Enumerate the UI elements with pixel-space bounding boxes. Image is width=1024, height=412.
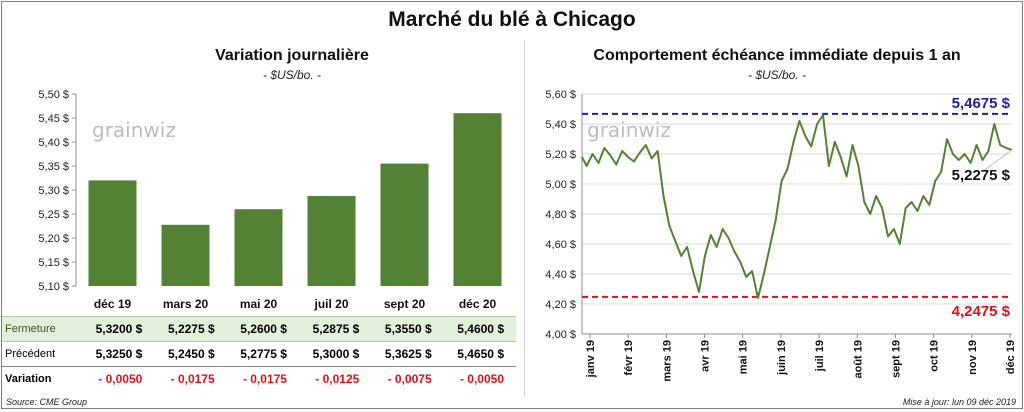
- bar-category-label: sept 20: [384, 297, 426, 311]
- table-row-label: Fermeture: [2, 316, 82, 342]
- table-cell: - 0,0050: [443, 366, 516, 391]
- bar: [307, 196, 356, 286]
- line-x-tick-label: déc 19: [1005, 340, 1017, 374]
- line-x-tick-label: sept 19: [890, 340, 902, 378]
- line-y-tick-label: 5,00 $: [545, 179, 576, 191]
- bar: [453, 113, 502, 286]
- table-cell: 5,2875 $: [298, 316, 372, 342]
- table-row-label: Précédent: [5, 348, 56, 360]
- line-y-tick-label: 5,60 $: [545, 89, 576, 101]
- line-chart-title: Comportement échéance immédiate depuis 1…: [593, 47, 961, 64]
- bar-chart-title: Variation journalière: [215, 47, 369, 64]
- bar-category-label: déc 19: [94, 297, 132, 311]
- table-cell: 5,3250 $: [95, 347, 143, 361]
- watermark-logo: grainwiz: [92, 118, 176, 142]
- price-table: Fermeture 5,3200 $5,2275 $5,2600 $5,2875 …: [2, 316, 516, 391]
- price-series-line: [581, 114, 1013, 299]
- line-y-tick-label: 4,40 $: [545, 269, 576, 281]
- last-value-label: 5,2275 $: [952, 167, 1011, 184]
- bar-category-label: mars 20: [163, 297, 209, 311]
- table-cell: - 0,0175: [226, 366, 299, 391]
- line-x-tick-label: avr 19: [700, 340, 712, 372]
- table-cell: 5,3000 $: [312, 347, 360, 361]
- update-note: Mise à jour: lun 09 déc 2019: [902, 397, 1016, 407]
- table-cell: - 0,0175: [154, 366, 227, 391]
- bar: [234, 209, 283, 286]
- bar-category-label: juil 20: [313, 297, 348, 311]
- bar-y-tick-label: 5,35 $: [38, 161, 69, 173]
- line-x-tick-label: juin 19: [776, 340, 788, 376]
- line-y-tick-label: 4,80 $: [545, 209, 576, 221]
- bar-category-label: mai 20: [240, 297, 278, 311]
- table-cell: 5,2600 $: [226, 316, 299, 342]
- table-row-label: Variation: [2, 366, 82, 391]
- table-row: Variation - 0,0050- 0,0175- 0,0175- 0,012…: [2, 366, 516, 391]
- bar: [161, 224, 210, 286]
- table-cell: 5,4650 $: [457, 347, 504, 361]
- line-x-tick-label: mars 19: [661, 340, 673, 382]
- bar-chart: grainwiz 5,10 $ 5,15 $ 5,20 $ 5,25 $ 5,30 $ 5…: [38, 89, 502, 311]
- table-cell: - 0,0050: [82, 366, 155, 391]
- bar-y-tick-label: 5,25 $: [38, 209, 69, 221]
- bar-y-tick-label: 5,40 $: [38, 137, 69, 149]
- table-cell: 5,2775 $: [240, 347, 287, 361]
- line-y-tick-label: 4,00 $: [545, 329, 576, 341]
- bar-chart-subtitle: - $US/bo. -: [262, 68, 322, 82]
- source-note: Source: CME Group: [6, 397, 88, 407]
- line-x-tick-label: mai 19: [738, 340, 750, 374]
- table-cell: - 0,0075: [371, 366, 444, 391]
- bar-y-tick-label: 5,20 $: [38, 233, 69, 245]
- table-cell: 5,3625 $: [384, 347, 432, 361]
- table-cell: - 0,0125: [298, 366, 372, 391]
- bar-y-tick-label: 5,15 $: [38, 257, 69, 269]
- bar-category-label: déc 20: [459, 297, 497, 311]
- line-y-tick-label: 4,60 $: [545, 239, 576, 251]
- line-y-tick-label: 5,40 $: [545, 119, 576, 131]
- line-x-tick-label: oct 19: [929, 340, 941, 372]
- line-x-tick-label: août 19: [852, 340, 864, 379]
- table-cell: 5,3550 $: [371, 316, 444, 342]
- bar-y-tick-label: 5,10 $: [38, 281, 69, 293]
- line-y-tick-label: 5,20 $: [545, 149, 576, 161]
- bar-y-tick-label: 5,50 $: [38, 89, 69, 101]
- bar-y-tick-label: 5,45 $: [38, 113, 69, 125]
- panel-divider: [524, 40, 525, 396]
- watermark-logo-right: grainwiz: [587, 118, 671, 142]
- line-chart-subtitle: - $US/bo. -: [747, 68, 807, 82]
- low-value-label: 4,2475 $: [952, 303, 1011, 320]
- bar-y-tick-label: 5,30 $: [38, 185, 69, 197]
- line-x-tick-label: juil 19: [814, 340, 826, 372]
- table-cell: 5,2275 $: [154, 316, 227, 342]
- line-y-tick-label: 4,20 $: [545, 299, 576, 311]
- table-row: Fermeture 5,3200 $5,2275 $5,2600 $5,2875 …: [2, 316, 516, 342]
- line-x-tick-label: nov 19: [967, 340, 979, 375]
- table-cell: 5,4600 $: [443, 316, 516, 342]
- line-x-tick-label: févr 19: [623, 340, 635, 375]
- high-value-label: 5,4675 $: [952, 95, 1011, 112]
- bar: [88, 180, 137, 286]
- table-cell: 5,2450 $: [167, 347, 215, 361]
- table-cell: 5,3200 $: [82, 316, 155, 342]
- table-row: Précédent 5,3250 $ 5,2450 $ 5,2775 $ 5,3000 …: [2, 342, 516, 367]
- bar: [380, 163, 429, 286]
- last-value-leader: [981, 149, 1013, 173]
- line-x-tick-label: janv 19: [585, 340, 597, 378]
- page-title: Marché du blé à Chicago: [388, 8, 636, 31]
